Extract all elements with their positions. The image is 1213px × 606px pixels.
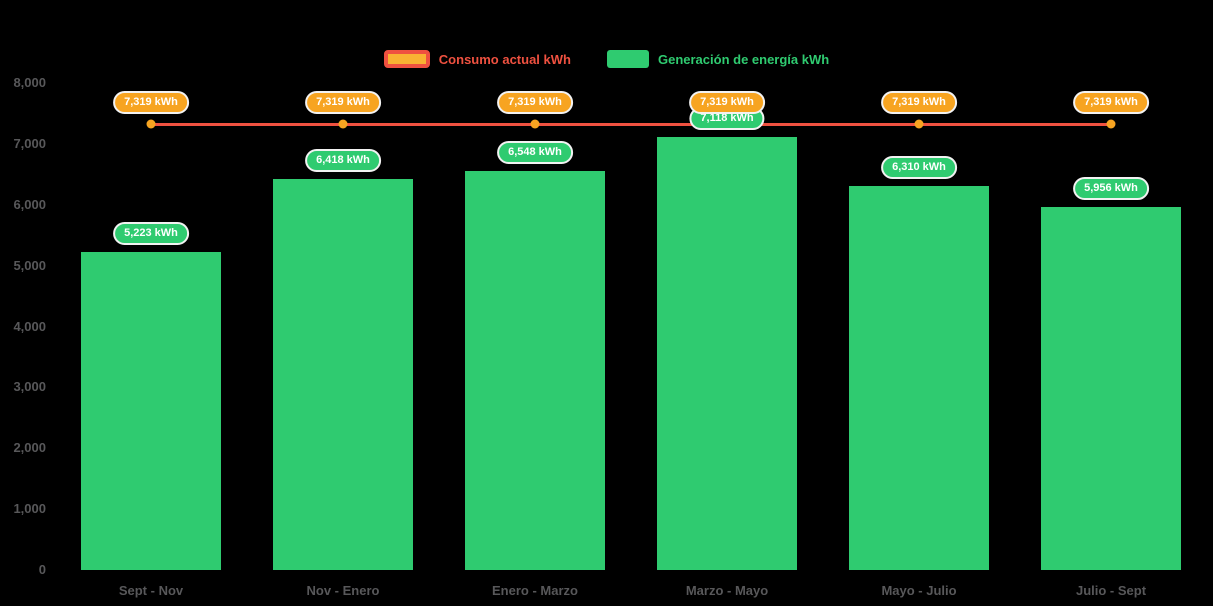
consumption-line-marker[interactable]: [914, 119, 924, 129]
y-axis-tick-label: 0: [38, 562, 46, 577]
y-axis-tick-label: 8,000: [13, 75, 46, 90]
y-axis-tick-label: 1,000: [13, 501, 46, 517]
consumption-line-marker[interactable]: [530, 119, 540, 129]
x-axis-category-label: Nov - Enero: [306, 583, 380, 598]
consumption-value-badge: 7,319 kWh: [881, 91, 957, 115]
consumption-line-marker[interactable]: [146, 119, 156, 129]
x-axis-category-label: Sept - Nov: [118, 583, 184, 598]
consumption-line-marker[interactable]: [338, 119, 348, 129]
generation-value-badge: 6,548 kWh: [497, 141, 573, 165]
generation-bar[interactable]: [657, 136, 797, 570]
consumption-value-badge: 7,319 kWh: [1073, 91, 1149, 115]
legend-item-consumption[interactable]: Consumo actual kWh: [383, 50, 571, 68]
generation-value-badge: 5,223 kWh: [113, 222, 189, 246]
consumption-value-badge: 7,319 kWh: [689, 91, 765, 115]
x-axis-category-label: Marzo - Mayo: [685, 583, 769, 598]
chart-legend: Consumo actual kWh Generación de energía…: [0, 50, 1213, 68]
x-axis-category-label: Enero - Marzo: [492, 583, 578, 598]
consumption-line[interactable]: [151, 122, 1111, 126]
x-axis-category-label: Mayo - Julio: [881, 583, 957, 598]
generation-bar[interactable]: [81, 252, 221, 570]
generation-bar[interactable]: [273, 179, 413, 570]
consumption-value-badge: 7,319 kWh: [305, 91, 381, 115]
y-axis-tick-label: 4,000: [13, 318, 46, 334]
y-axis-tick-label: 5,000: [13, 257, 46, 273]
legend-item-generation[interactable]: Generación de energía kWh: [606, 50, 830, 68]
generation-value-badge: 6,310 kWh: [881, 155, 957, 179]
generation-bar[interactable]: [465, 171, 605, 570]
legend-label-consumption: Consumo actual kWh: [438, 51, 571, 67]
generation-value-badge: 5,956 kWh: [1073, 177, 1149, 201]
y-axis-tick-label: 6,000: [13, 196, 46, 212]
generation-bar[interactable]: [1041, 207, 1181, 570]
y-axis-tick-label: 2,000: [13, 440, 46, 456]
legend-label-generation: Generación de energía kWh: [657, 51, 830, 67]
x-axis-category-label: Julio - Sept: [1075, 583, 1147, 598]
generation-legend-swatch: [606, 50, 649, 68]
consumption-legend-swatch: [383, 50, 430, 68]
consumption-line-marker[interactable]: [1106, 119, 1116, 129]
consumption-value-badge: 7,319 kWh: [113, 91, 189, 115]
generation-bar[interactable]: [849, 185, 989, 570]
y-axis-tick-label: 3,000: [13, 379, 46, 395]
y-axis-tick-label: 7,000: [13, 135, 46, 151]
consumption-value-badge: 7,319 kWh: [497, 91, 573, 115]
generation-value-badge: 6,418 kWh: [305, 149, 381, 173]
